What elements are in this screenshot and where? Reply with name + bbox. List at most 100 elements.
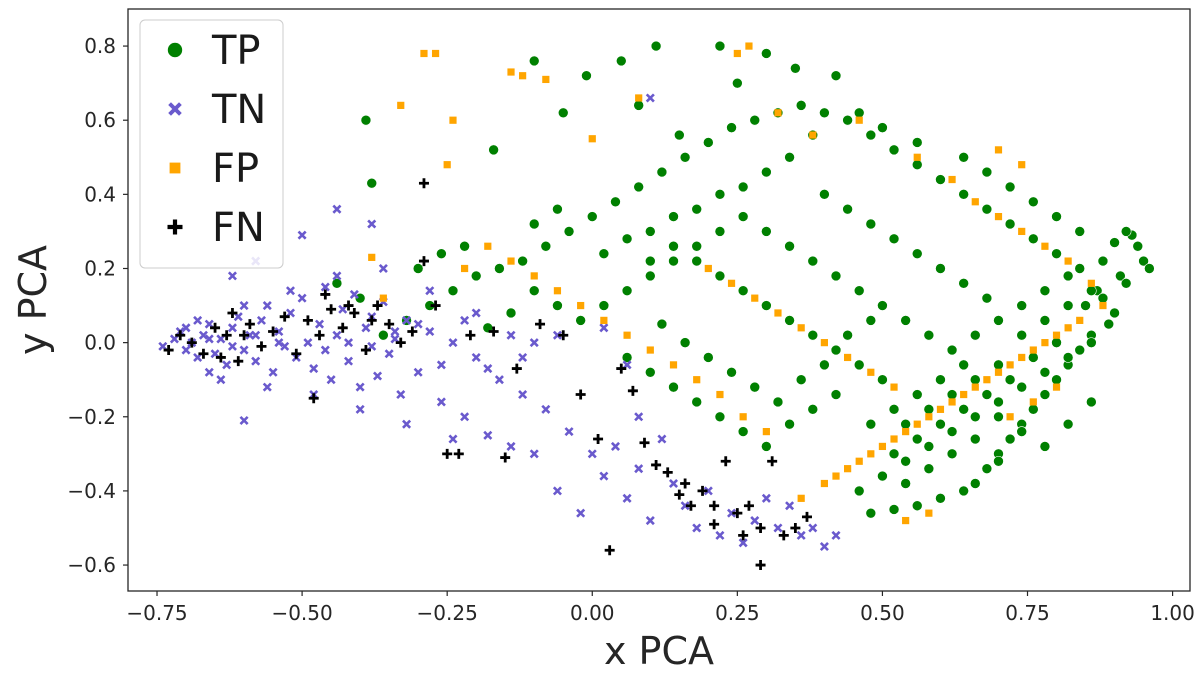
point-tn: [668, 478, 679, 489]
point-tp: [830, 270, 842, 282]
point-fn: [308, 393, 319, 404]
point-tp: [1004, 218, 1016, 230]
point-tp: [679, 337, 691, 348]
point-tp: [900, 478, 911, 489]
point-tn: [181, 323, 191, 333]
x-tick-label: −0.25: [417, 601, 478, 625]
point-fp: [704, 264, 712, 273]
point-tp: [1016, 381, 1028, 393]
point-tp: [761, 441, 772, 452]
point-tp: [865, 315, 877, 326]
point-tn: [506, 330, 516, 340]
point-tp: [853, 359, 865, 371]
point-tn: [703, 486, 713, 496]
x-axis-label: x PCA: [604, 629, 714, 673]
point-tp: [749, 381, 761, 393]
point-tp: [772, 396, 784, 408]
point-fp: [449, 116, 457, 124]
point-fn: [442, 448, 453, 459]
point-tp: [1051, 337, 1062, 348]
point-tp: [1103, 318, 1115, 330]
point-tp: [470, 270, 482, 282]
point-fp: [635, 94, 643, 102]
point-fp: [1052, 383, 1061, 391]
point-tn: [402, 419, 412, 429]
legend-item-fn: FN: [167, 205, 265, 251]
point-tn: [819, 541, 829, 552]
point-tp: [691, 396, 703, 408]
point-tn: [576, 508, 586, 518]
y-tick-label: 0.4: [84, 182, 116, 206]
point-tn: [268, 367, 278, 377]
point-tp: [981, 463, 993, 474]
point-fn: [314, 330, 325, 341]
point-tn: [285, 286, 296, 296]
point-tn: [680, 501, 690, 511]
point-fn: [360, 345, 371, 356]
point-tn: [552, 330, 562, 340]
point-fn: [221, 330, 232, 341]
point-tp: [830, 389, 842, 400]
point-fn: [767, 456, 778, 467]
point-fp: [588, 135, 596, 143]
point-tp: [488, 144, 499, 156]
point-tn: [494, 375, 504, 385]
point-fn: [337, 322, 348, 333]
point-tp: [993, 411, 1004, 423]
point-tp: [575, 315, 586, 326]
point-tp: [877, 122, 888, 133]
point-tp: [557, 107, 569, 119]
point-tp: [958, 278, 969, 289]
point-tp: [911, 500, 923, 512]
point-tn: [320, 282, 330, 292]
point-fn: [662, 467, 673, 478]
point-tp: [865, 418, 877, 430]
point-fp: [855, 116, 863, 124]
point-tp: [865, 218, 877, 230]
point-tp: [1086, 396, 1097, 408]
point-tn: [529, 338, 539, 348]
legend-label-tn: TN: [211, 87, 266, 133]
point-tn: [727, 508, 737, 518]
point-fp: [669, 361, 678, 369]
point-tn: [436, 397, 446, 407]
point-tn: [181, 345, 191, 355]
point-fp: [519, 72, 527, 80]
point-fp: [971, 383, 979, 391]
point-tp: [958, 404, 969, 415]
point-fn: [732, 508, 743, 519]
point-tp: [1004, 374, 1016, 386]
point-tp: [668, 381, 679, 393]
point-fp: [1064, 324, 1072, 332]
point-tp: [726, 122, 737, 133]
point-fn: [709, 519, 720, 530]
point-tn: [529, 449, 539, 459]
point-fp: [600, 316, 608, 324]
point-fp: [379, 294, 387, 302]
x-tick-label: 0.75: [1005, 601, 1050, 625]
point-fp: [507, 68, 515, 76]
point-tp: [900, 455, 911, 467]
point-tp: [668, 240, 679, 252]
point-tp: [790, 63, 801, 74]
point-tp: [610, 196, 621, 208]
point-tp: [528, 218, 540, 230]
point-tp: [761, 48, 772, 59]
point-fn: [575, 389, 586, 400]
point-tp: [807, 404, 819, 415]
point-fp: [577, 301, 585, 310]
point-tp: [1039, 389, 1051, 400]
point-tp: [993, 315, 1004, 326]
point-fp: [460, 264, 469, 273]
point-fn: [198, 348, 209, 359]
point-tp: [911, 248, 923, 259]
point-fn: [801, 511, 812, 522]
point-fp: [1087, 279, 1095, 287]
point-fp: [983, 376, 991, 384]
point-tp: [842, 329, 853, 341]
point-fp: [397, 101, 405, 109]
point-tn: [256, 315, 266, 325]
point-tn: [518, 390, 528, 400]
point-fp: [1064, 257, 1072, 265]
